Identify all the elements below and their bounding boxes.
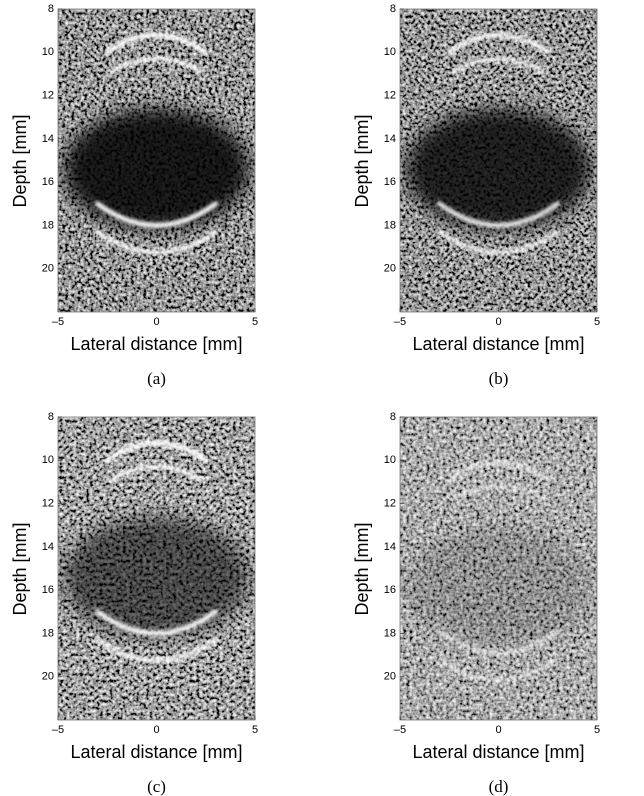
caption: (c) — [147, 777, 166, 796]
x-tick-label: 5 — [594, 724, 600, 736]
y-tick-label: 12 — [42, 497, 54, 509]
x-tick-label: –5 — [52, 316, 64, 328]
echo-arc — [94, 201, 219, 228]
y-tick-label: 18 — [42, 219, 54, 231]
x-axis-label: Lateral distance [mm] — [412, 334, 584, 354]
echo-arc — [436, 201, 561, 228]
y-tick-label: 18 — [42, 627, 54, 639]
y-tick-label: 8 — [48, 411, 54, 423]
y-tick-label: 18 — [384, 627, 396, 639]
x-tick-label: 0 — [495, 316, 501, 328]
x-axis-label: Lateral distance [mm] — [70, 334, 242, 354]
caption: (a) — [147, 369, 166, 388]
ultrasound-image — [400, 417, 597, 720]
echo-arc — [95, 229, 218, 255]
x-axis-label: Lateral distance [mm] — [412, 742, 584, 762]
x-tick-label: –5 — [394, 724, 406, 736]
y-axis-label: Depth [mm] — [10, 114, 30, 207]
y-tick-label: 12 — [42, 89, 54, 101]
echo-arc — [446, 32, 551, 55]
y-tick-label: 10 — [42, 46, 54, 58]
echo-arc — [451, 56, 546, 74]
y-tick-label: 20 — [42, 671, 54, 683]
y-tick-label: 20 — [384, 671, 396, 683]
echo-arc — [95, 637, 218, 663]
echo-arc — [451, 484, 546, 502]
y-tick-label: 12 — [384, 89, 396, 101]
x-tick-label: 5 — [252, 316, 258, 328]
y-tick-label: 12 — [384, 497, 396, 509]
ultrasound-image — [58, 417, 255, 720]
echo-arc — [109, 464, 204, 482]
y-axis-label: Depth [mm] — [352, 114, 372, 207]
y-tick-label: 20 — [384, 263, 396, 275]
y-tick-label: 16 — [42, 176, 54, 188]
y-tick-label: 14 — [42, 541, 54, 553]
y-tick-label: 8 — [390, 411, 396, 423]
x-axis-label: Lateral distance [mm] — [70, 742, 242, 762]
y-tick-label: 10 — [42, 454, 54, 466]
y-tick-label: 10 — [384, 454, 396, 466]
x-tick-label: –5 — [394, 316, 406, 328]
y-tick-label: 10 — [384, 46, 396, 58]
x-tick-label: 0 — [495, 724, 501, 736]
y-axis-label: Depth [mm] — [352, 522, 372, 615]
y-tick-label: 14 — [42, 133, 54, 145]
y-tick-label: 16 — [384, 584, 396, 596]
y-tick-label: 14 — [384, 133, 396, 145]
ultrasound-image — [400, 9, 597, 312]
echo-arc — [104, 32, 209, 55]
echo-arc — [437, 657, 560, 682]
ultrasound-image — [58, 9, 255, 312]
panel: 8 10 12 14 16 18 20 –5 0 5 Lateral distance [mm] De… — [10, 3, 258, 388]
cyst — [405, 108, 592, 230]
echo-arc — [446, 460, 551, 483]
cyst — [405, 526, 592, 648]
x-tick-label: 0 — [153, 724, 159, 736]
caption: (d) — [489, 777, 509, 796]
x-tick-label: 5 — [252, 724, 258, 736]
echo-arc — [436, 628, 561, 656]
y-tick-label: 18 — [384, 219, 396, 231]
y-axis-label: Depth [mm] — [10, 522, 30, 615]
echo-arc — [109, 56, 204, 74]
echo-arc — [104, 440, 209, 463]
x-tick-label: –5 — [52, 724, 64, 736]
caption: (b) — [489, 369, 509, 388]
panel: 8 10 12 14 16 18 20 –5 0 5 Lateral distance [mm] De… — [10, 411, 258, 796]
y-tick-label: 16 — [384, 176, 396, 188]
cyst — [63, 516, 250, 638]
cyst — [63, 108, 250, 230]
y-tick-label: 20 — [42, 263, 54, 275]
echo-arc — [437, 229, 560, 255]
y-tick-label: 8 — [48, 3, 54, 15]
echo-arc — [94, 609, 219, 636]
x-tick-label: 5 — [594, 316, 600, 328]
y-tick-label: 14 — [384, 541, 396, 553]
x-tick-label: 0 — [153, 316, 159, 328]
panel: 8 10 12 14 16 18 20 –5 0 5 Lateral distance [mm] De… — [352, 411, 600, 796]
panel: 8 10 12 14 16 18 20 –5 0 5 Lateral distance [mm] De… — [352, 3, 600, 388]
y-tick-label: 16 — [42, 584, 54, 596]
y-tick-label: 8 — [390, 3, 396, 15]
